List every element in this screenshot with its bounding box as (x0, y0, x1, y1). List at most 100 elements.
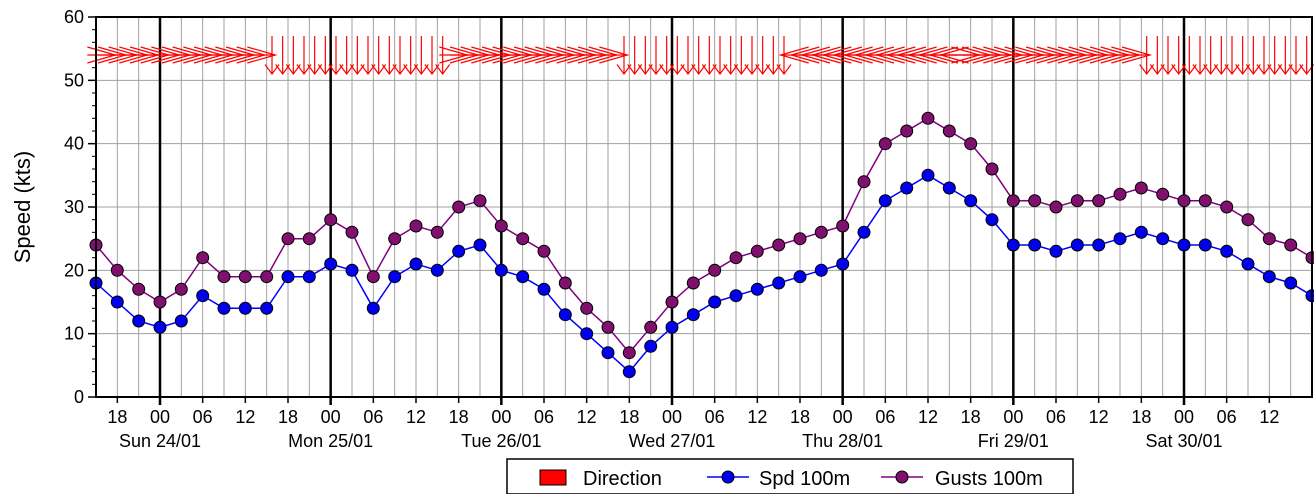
data-point (366, 270, 380, 284)
series-line (95, 117, 1313, 354)
arrow-head (1149, 64, 1165, 76)
data-point (1156, 187, 1170, 201)
data-point (729, 289, 743, 303)
arrow-head (1213, 64, 1229, 76)
day-label: Wed 27/01 (629, 431, 716, 451)
x-tick-label: 00 (662, 407, 682, 427)
x-tick-label: 18 (619, 407, 639, 427)
data-point (516, 270, 530, 284)
data-point (793, 232, 807, 246)
data-point (302, 270, 316, 284)
x-tick-label: 06 (363, 407, 383, 427)
legend-direction-label: Direction (583, 468, 662, 490)
data-point (537, 244, 551, 258)
arrow-head (637, 64, 653, 76)
direction-arrow (413, 36, 429, 76)
direction-arrow (1288, 36, 1304, 76)
x-tick-label: 18 (107, 407, 127, 427)
arrow-head (789, 46, 820, 64)
arrow-head (810, 46, 841, 64)
direction-arrow (381, 36, 397, 76)
data-point (153, 320, 167, 334)
data-point (1284, 238, 1298, 252)
arrow-head (831, 46, 863, 64)
legend-spd-marker (721, 470, 735, 484)
y-tick-label: 40 (64, 134, 84, 154)
data-point (132, 314, 146, 328)
arrow-head (799, 46, 831, 64)
data-point (238, 301, 252, 315)
arrow-head (599, 46, 630, 64)
x-tick-label: 00 (1003, 407, 1023, 427)
arrow-head (691, 64, 707, 76)
direction-arrow (1160, 36, 1176, 76)
x-tick-label: 06 (1046, 407, 1066, 427)
x-tick-label: 00 (1174, 407, 1194, 427)
data-point (772, 238, 786, 252)
data-point (452, 244, 466, 258)
data-point (1070, 238, 1084, 252)
arrow-head (723, 64, 739, 76)
data-point (260, 301, 274, 315)
arrow-head (906, 46, 937, 64)
arrow-head (360, 64, 376, 76)
data-point (558, 276, 572, 290)
legend-box (506, 458, 1074, 494)
data-point (878, 194, 892, 208)
arrow-head (381, 64, 397, 76)
legend-gusts-marker (895, 470, 909, 484)
direction-arrow (627, 36, 643, 76)
y-tick-label: 10 (64, 324, 84, 344)
arrow-head (435, 64, 451, 76)
arrow-head (776, 64, 792, 76)
data-point (110, 263, 124, 277)
x-tick-label: 18 (961, 407, 981, 427)
data-point (964, 194, 978, 208)
direction-arrow (339, 36, 355, 76)
plot-frame (95, 16, 1313, 398)
y-axis: 0 10 20 30 40 50 60 (64, 7, 96, 407)
direction-arrow (680, 36, 696, 76)
data-point (580, 301, 594, 315)
arrow-head (755, 64, 771, 76)
direction-arrow (296, 36, 312, 76)
y-tick-label: 60 (64, 7, 84, 27)
arrow-head (853, 46, 884, 64)
x-tick-label: 12 (577, 407, 597, 427)
arrow-head (371, 64, 387, 76)
y-axis-label: Speed (kts) (10, 151, 35, 264)
direction-arrow (1149, 36, 1165, 76)
series-line (95, 174, 1313, 373)
data-point (153, 295, 167, 309)
legend-spd-label: Spd 100m (759, 468, 850, 490)
data-point (1262, 270, 1276, 284)
arrow-head (413, 64, 429, 76)
day-label: Sat 30/01 (1145, 431, 1222, 451)
legend-gusts-label: Gusts 100m (935, 468, 1043, 490)
data-point (942, 124, 956, 138)
data-point (1134, 181, 1148, 195)
data-point (366, 301, 380, 315)
arrow-head (1235, 64, 1251, 76)
arrow-head (392, 64, 408, 76)
data-point (1006, 194, 1020, 208)
data-point (644, 339, 658, 353)
data-point (1198, 194, 1212, 208)
x-tick-label: 12 (918, 407, 938, 427)
direction-arrow (1192, 36, 1208, 76)
data-point (1028, 194, 1042, 208)
data-point (409, 219, 423, 233)
arrow-head (659, 64, 675, 76)
day-label: Mon 25/01 (288, 431, 373, 451)
direction-arrow (392, 36, 408, 76)
day-label: Tue 26/01 (461, 431, 541, 451)
arrow-head (1277, 64, 1293, 76)
data-point (1241, 213, 1255, 227)
data-point (558, 308, 572, 322)
data-point (857, 175, 871, 189)
direction-arrow (247, 46, 278, 64)
direction-arrow (637, 36, 653, 76)
direction-arrow (285, 36, 301, 76)
data-point (281, 270, 295, 284)
data-point (1049, 244, 1063, 258)
